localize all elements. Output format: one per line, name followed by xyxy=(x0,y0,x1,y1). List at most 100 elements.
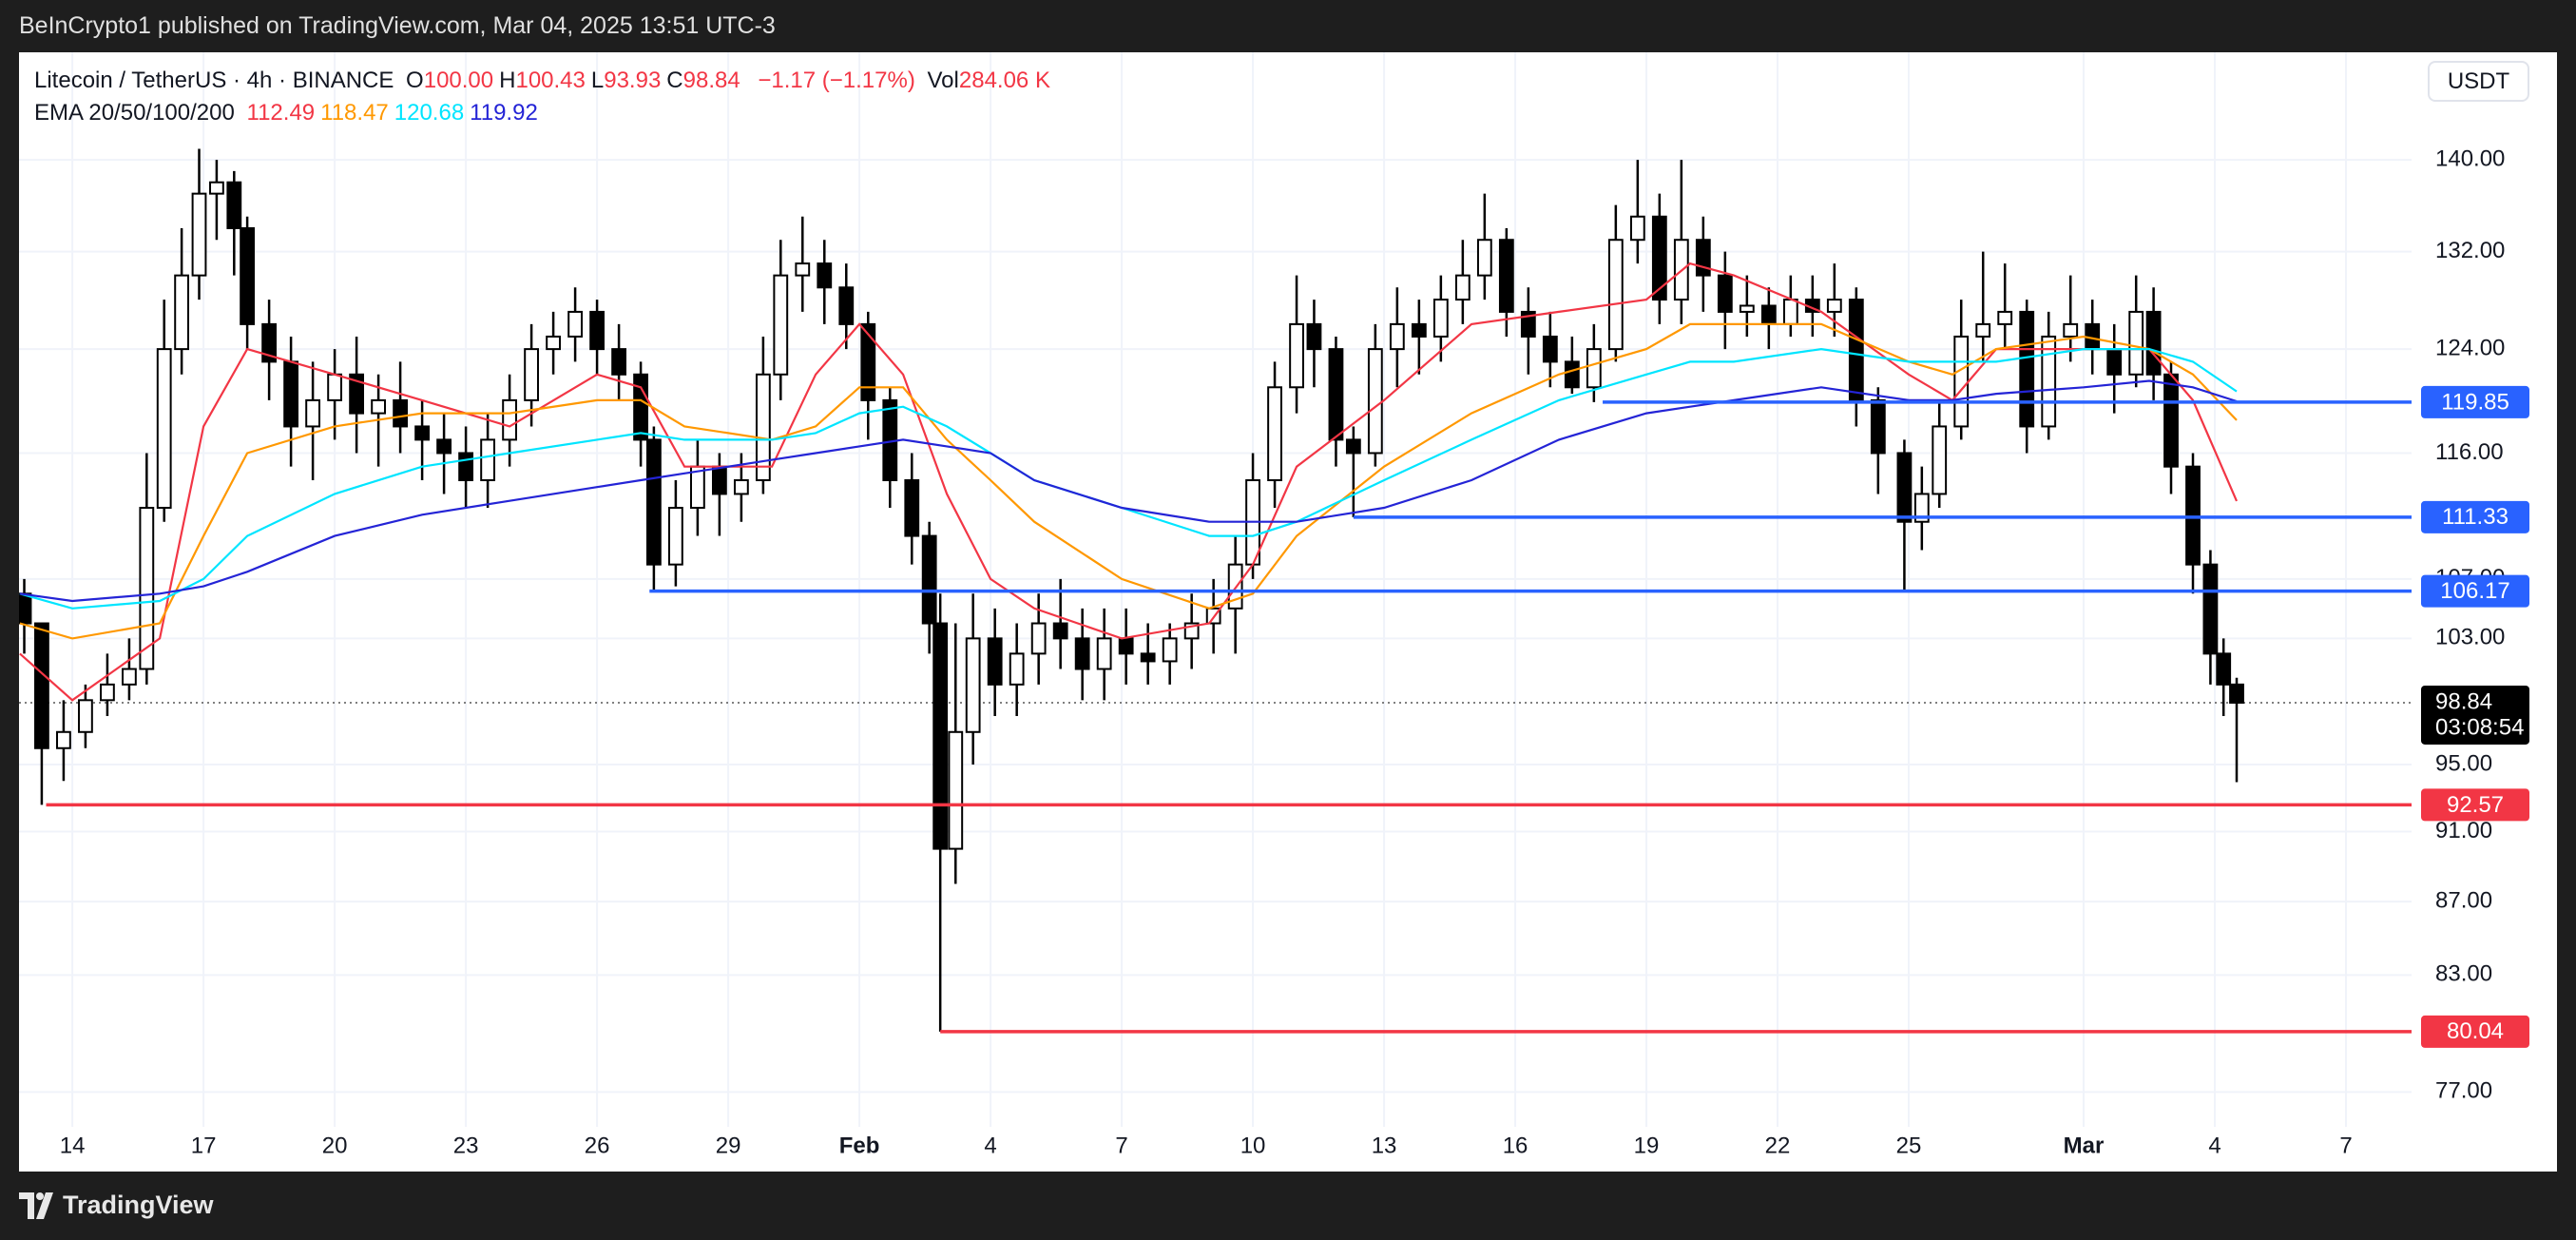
y-tick-label: 116.00 xyxy=(2435,439,2504,465)
level-label-box xyxy=(2421,385,2529,418)
legend: Litecoin / TetherUS · 4h · BINANCE O100.… xyxy=(34,65,1056,129)
candle-body xyxy=(1476,239,1492,277)
candle-body xyxy=(305,398,321,428)
ohlc-label: L xyxy=(590,68,605,93)
logo xyxy=(19,1192,53,1219)
candle-body xyxy=(1760,304,1777,325)
candle-body xyxy=(1848,299,1864,401)
candle-body xyxy=(34,622,49,749)
ohlc-label: H xyxy=(499,68,516,93)
candle-body xyxy=(2106,348,2123,376)
candle-body xyxy=(174,274,190,351)
ohlc-label: O xyxy=(406,68,424,93)
level-label-box xyxy=(2421,1015,2529,1048)
candle-body xyxy=(458,452,473,481)
x-tick-label: 13 xyxy=(1372,1133,1397,1158)
candle-body xyxy=(1389,322,1405,351)
candle-body xyxy=(78,699,93,733)
candle-body xyxy=(817,262,833,289)
level-label-box xyxy=(2421,788,2529,822)
ohlc-value: 98.84 xyxy=(682,68,740,93)
candle-body xyxy=(414,425,430,441)
ema-value: 119.92 xyxy=(470,100,538,126)
x-tick-label: 10 xyxy=(1240,1133,1266,1158)
publish-bar: BeInCrypto1 published on TradingView.com… xyxy=(0,0,2576,52)
candle-body xyxy=(987,637,1003,686)
candle-body xyxy=(1118,637,1134,655)
candle-body xyxy=(283,360,299,428)
x-tick-label: 4 xyxy=(2208,1133,2220,1158)
candle-body xyxy=(546,335,561,351)
candle-body xyxy=(860,322,876,401)
candle-body xyxy=(711,465,727,495)
candle-body xyxy=(1367,348,1383,455)
candle-body xyxy=(1651,215,1667,301)
candle-body xyxy=(56,730,71,749)
candle-body xyxy=(1695,239,1711,277)
candle-body xyxy=(589,310,605,351)
candle-body xyxy=(2229,683,2244,704)
candle-body xyxy=(1306,322,1322,351)
candle-body xyxy=(1586,348,1602,389)
ema-line xyxy=(19,262,2239,702)
y-tick-label: 103.00 xyxy=(2435,625,2505,650)
y-tick-label: 95.00 xyxy=(2435,750,2492,776)
ema-label: EMA 20/50/100/200 xyxy=(34,100,235,126)
candle-body xyxy=(904,478,920,537)
x-tick-label: 7 xyxy=(1115,1133,1127,1158)
x-tick-label: 17 xyxy=(191,1133,217,1158)
candle-body xyxy=(1826,299,1842,313)
x-tick-label: 7 xyxy=(2339,1133,2352,1158)
candle-body xyxy=(139,507,155,670)
publish-text: BeInCrypto1 published on TradingView.com… xyxy=(19,12,776,39)
candle-body xyxy=(1739,304,1755,313)
candle-body xyxy=(1607,239,1624,351)
y-tick-label: 124.00 xyxy=(2435,335,2505,360)
x-tick-label: 22 xyxy=(1765,1133,1791,1158)
currency-button[interactable]: USDT xyxy=(2428,61,2529,102)
ohlc-label: C xyxy=(666,68,683,93)
level-label: 92.57 xyxy=(2447,792,2504,818)
candle-body xyxy=(2202,563,2219,655)
candle-body xyxy=(611,348,626,376)
candle-body xyxy=(1096,637,1112,670)
candle-body xyxy=(327,373,343,401)
candle-body xyxy=(393,398,409,428)
y-tick-label: 87.00 xyxy=(2435,888,2492,914)
candle-body xyxy=(1162,637,1178,663)
candle-body xyxy=(1953,335,1970,428)
candle-body xyxy=(1520,310,1536,338)
candle-body xyxy=(932,622,949,850)
candle-body xyxy=(371,398,387,415)
x-tick-label: 14 xyxy=(60,1133,86,1158)
candle-body xyxy=(1140,652,1156,663)
candle-body xyxy=(1997,310,2013,325)
candle-body xyxy=(1870,398,1886,455)
x-tick-label: 29 xyxy=(716,1133,741,1158)
brand: TradingView xyxy=(63,1191,214,1219)
candle-body xyxy=(209,181,224,195)
candle-body xyxy=(436,438,452,455)
countdown: 03:08:54 xyxy=(2435,714,2524,740)
ema-value: 118.47 xyxy=(320,100,389,126)
ema-value: 112.49 xyxy=(246,100,316,126)
candle-body xyxy=(2128,310,2144,376)
candle-body xyxy=(1913,493,1930,523)
candle-body xyxy=(2216,652,2232,686)
candle-body xyxy=(1328,348,1344,441)
candle-body xyxy=(1009,652,1025,686)
candle-body xyxy=(567,310,583,338)
candle-body xyxy=(19,592,32,625)
candle-body xyxy=(2063,322,2079,338)
candle-body xyxy=(795,262,811,277)
x-tick-label: 4 xyxy=(984,1133,996,1158)
candle-body xyxy=(1542,335,1558,363)
candle-body xyxy=(2163,373,2179,468)
candle-body xyxy=(1030,622,1047,655)
level-label: 119.85 xyxy=(2441,389,2509,415)
candle-body xyxy=(1052,622,1068,640)
candle-body xyxy=(156,348,172,510)
level-label: 80.04 xyxy=(2447,1018,2504,1044)
ohlc: O100.00 H100.43 L93.93 C98.84 xyxy=(406,68,746,93)
